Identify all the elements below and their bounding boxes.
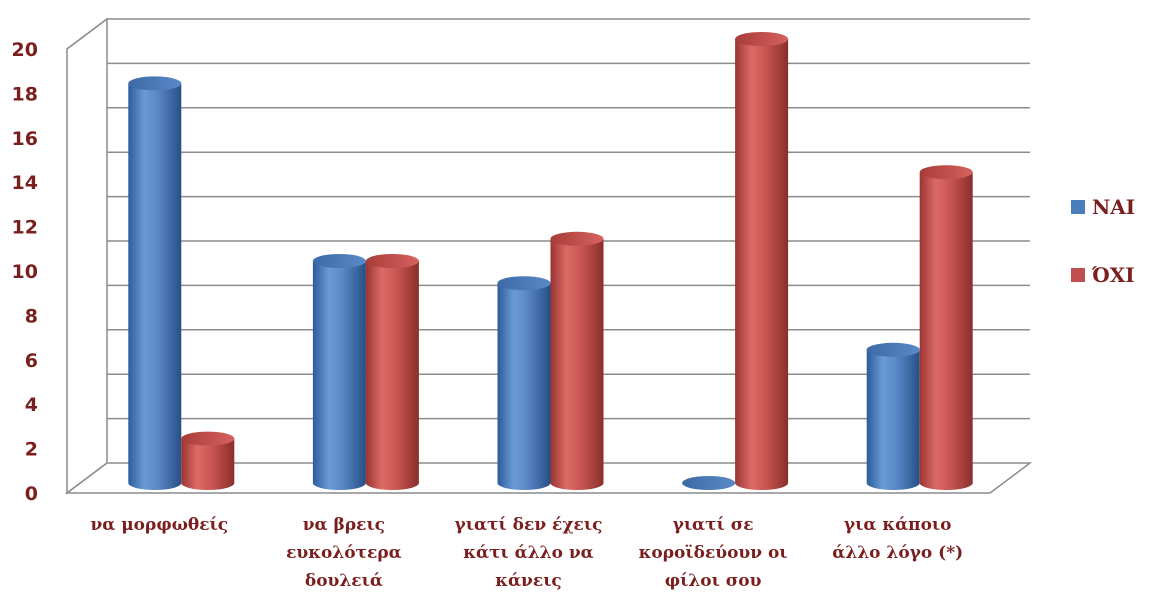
legend: ΝΑΙ ΌΧΙ xyxy=(1071,195,1135,287)
labels: 0 2 4 6 8 10 12 14 16 18 20 να μορφωθείς να βρεις ευκ… xyxy=(12,39,964,591)
y-tick-label: 0 xyxy=(25,483,38,505)
x-tick-label: για κάποιο xyxy=(844,515,952,535)
bar-ΌΧΙ xyxy=(735,39,789,490)
bar-ΝΑΙ xyxy=(866,349,920,490)
y-tick-label: 8 xyxy=(25,305,38,327)
bar-top-ΌΧΙ xyxy=(919,165,973,180)
x-tick-label: να μορφωθείς xyxy=(90,515,228,535)
x-tick-label: άλλο λόγο (*) xyxy=(832,543,963,563)
legend-swatch xyxy=(1071,268,1085,282)
bar-top-ΌΧΙ xyxy=(735,32,789,46)
x-tick-label: φίλοι σου xyxy=(665,571,762,591)
side-wall xyxy=(66,17,108,495)
y-tick-label: 6 xyxy=(25,350,38,372)
x-tick-label: κοροϊδεύουν οι xyxy=(639,543,788,563)
y-tick-label: 14 xyxy=(12,172,38,194)
x-tick-label: γιατί σε xyxy=(673,515,754,535)
y-tick-label: 4 xyxy=(25,394,38,416)
x-tick-label: δουλειά xyxy=(305,571,383,591)
legend-label: ΝΑΙ xyxy=(1092,195,1135,219)
bar-top-ΝΑΙ xyxy=(497,276,551,291)
bar-top-ΝΑΙ xyxy=(866,342,920,357)
x-tick-label: ευκολότερα xyxy=(286,543,402,563)
bars xyxy=(128,32,973,491)
y-tick-label: 18 xyxy=(12,83,38,105)
y-tick-label: 20 xyxy=(12,39,38,61)
x-tick-label: να βρεις xyxy=(303,515,385,535)
bar-ΌΧΙ xyxy=(181,438,235,490)
y-tick-label: 16 xyxy=(12,128,38,150)
bar-top-ΌΧΙ xyxy=(550,231,604,246)
y-tick-label: 10 xyxy=(12,261,38,283)
x-tick-label: κάνεις xyxy=(495,571,562,591)
bar-top-ΝΑΙ xyxy=(312,254,366,268)
legend-label: ΌΧΙ xyxy=(1091,263,1135,287)
bar-top-ΝΑΙ xyxy=(682,476,736,490)
bar-top-ΝΑΙ xyxy=(128,76,182,91)
bar-ΝΑΙ xyxy=(128,83,182,491)
bar-ΝΑΙ xyxy=(497,283,551,490)
bar-ΌΧΙ xyxy=(365,261,419,490)
bar-top-ΌΧΙ xyxy=(181,431,235,446)
bar-ΌΧΙ xyxy=(550,238,604,490)
bar-ΝΑΙ xyxy=(312,261,366,490)
y-tick-label: 2 xyxy=(25,439,38,461)
y-tick-label: 12 xyxy=(12,217,38,239)
x-tick-label: κάτι άλλο να xyxy=(463,543,593,563)
bar-ΌΧΙ xyxy=(919,172,973,490)
x-tick-label: γιατί δεν έχεις xyxy=(455,515,603,535)
bar-top-ΌΧΙ xyxy=(365,254,419,268)
legend-swatch xyxy=(1071,200,1085,214)
